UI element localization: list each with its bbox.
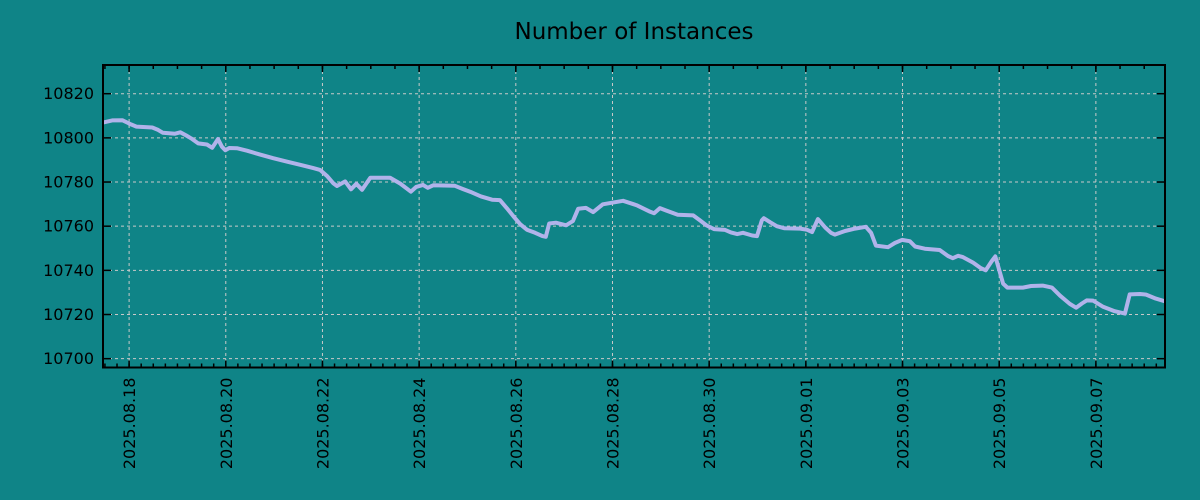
x-tick-label: 2025.09.07: [1087, 378, 1106, 470]
plot-border: [102, 64, 1166, 369]
y-tick-label: 10760: [43, 217, 94, 236]
x-tick-label: 2025.08.18: [120, 378, 139, 470]
x-tick-label: 2025.09.03: [894, 378, 913, 470]
x-tick-label: 2025.08.22: [313, 378, 332, 470]
x-tick-label: 2025.08.30: [700, 378, 719, 470]
x-tick-label: 2025.08.26: [507, 378, 526, 470]
y-tick-label: 10780: [43, 173, 94, 192]
chart-title: Number of Instances: [515, 19, 754, 45]
x-tick-label: 2025.08.20: [217, 378, 236, 470]
series-layer: [103, 118, 1165, 316]
y-tick-label: 10740: [43, 261, 94, 280]
x-tick-label: 2025.08.24: [410, 378, 429, 470]
x-tick-label: 2025.09.01: [797, 378, 816, 470]
tick-label-layer: 10700 10720 10740 10760 10780 10800 10820 2025.…: [43, 84, 1106, 469]
series-line-instances: [103, 118, 1165, 316]
axis-layer: [102, 64, 1166, 369]
y-tick-label: 10720: [43, 305, 94, 324]
y-tick-label: 10800: [43, 128, 94, 147]
y-tick-label: 10700: [43, 349, 94, 368]
grid-layer: [103, 65, 1165, 368]
y-tick-label: 10820: [43, 84, 94, 103]
x-tick-label: 2025.08.28: [603, 378, 622, 470]
x-tick-label: 2025.09.05: [990, 378, 1009, 470]
